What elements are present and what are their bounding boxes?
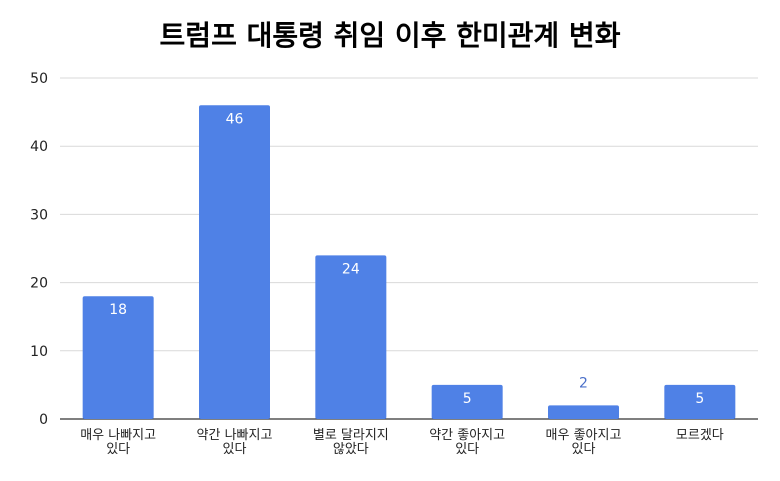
x-tick-label-4-0: 매우 좋아지고	[546, 428, 622, 443]
x-tick-label-3-1: 있다	[455, 442, 479, 457]
bar-4	[548, 405, 619, 419]
y-tick-label-40: 40	[30, 139, 48, 155]
x-tick-label-1-0: 약간 나빠지고	[197, 428, 273, 443]
y-tick-label-30: 30	[30, 207, 48, 223]
data-label-4: 2	[579, 375, 588, 391]
x-tick-label-1-1: 있다	[223, 442, 247, 457]
data-label-0: 18	[109, 302, 127, 318]
x-tick-label-0-1: 있다	[106, 442, 130, 457]
y-tick-label-20: 20	[30, 276, 48, 292]
bar-1	[199, 105, 270, 419]
x-tick-label-5-0: 모르겠다	[676, 428, 724, 443]
bar-2	[315, 255, 387, 419]
bar-3	[431, 384, 503, 419]
y-tick-label-50: 50	[30, 71, 48, 87]
bar-5	[664, 384, 736, 419]
x-tick-label-2-1: 않았다	[333, 442, 369, 457]
x-tick-label-3-0: 약간 좋아지고	[429, 428, 505, 443]
data-label-5: 5	[695, 391, 704, 407]
x-tick-label-4-1: 있다	[572, 442, 596, 457]
bar-0	[82, 296, 154, 419]
y-tick-label-0: 0	[39, 412, 48, 428]
x-tick-label-2-0: 별로 달라지지	[313, 428, 389, 443]
y-tick-label-10: 10	[30, 344, 48, 360]
data-label-1: 46	[226, 111, 244, 127]
x-tick-label-0-0: 매우 나빠지고	[80, 428, 156, 443]
data-label-3: 5	[463, 391, 472, 407]
chart-title: 트럼프 대통령 취임 이후 한미관계 변화	[159, 19, 621, 52]
data-label-2: 24	[342, 261, 360, 277]
